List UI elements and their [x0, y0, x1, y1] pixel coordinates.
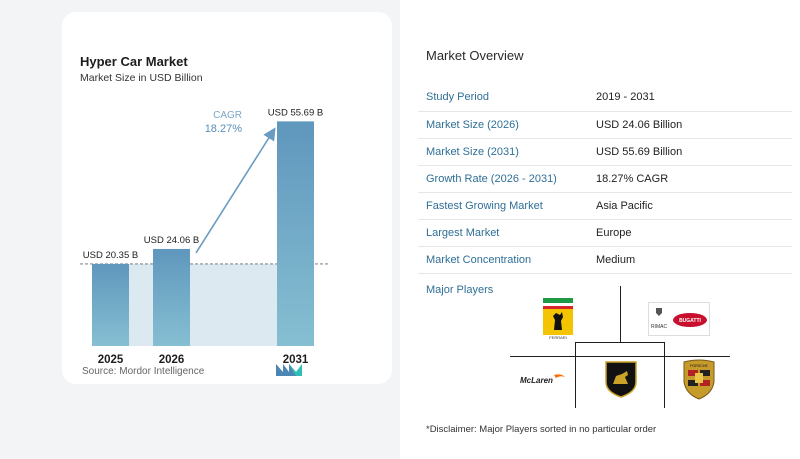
- ferrari-logo-text: FERRARI: [549, 335, 567, 340]
- chart-card: Hyper Car Market Market Size in USD Bill…: [62, 12, 392, 384]
- row-value: USD 24.06 Billion: [588, 111, 792, 139]
- chart-subtitle: Market Size in USD Billion: [80, 72, 203, 84]
- bar-data-label: USD 55.69 B: [268, 107, 323, 118]
- row-key: Fastest Growing Market: [418, 192, 588, 220]
- bar-2025: [92, 263, 129, 346]
- bar-data-label: USD 20.35 B: [83, 250, 138, 261]
- row-key: Largest Market: [418, 219, 588, 247]
- cagr-value: 18.27%: [205, 123, 243, 135]
- rimac-bugatti-logo-icon: RIMAC BUGATTI: [648, 302, 710, 336]
- table-row: Fastest Growing Market Asia Pacific: [418, 192, 792, 220]
- x-tick-label: 2031: [283, 354, 309, 366]
- overview-table: Study Period 2019 - 2031 Market Size (202…: [418, 84, 792, 274]
- row-key: Study Period: [418, 84, 588, 112]
- baseline-band: [129, 263, 277, 346]
- bar-2031: [277, 121, 314, 346]
- x-tick-label: 2026: [159, 354, 185, 366]
- mclaren-logo-text: McLaren: [520, 376, 553, 385]
- porsche-logo-icon: PORSCHE: [683, 359, 715, 400]
- disclaimer-note: *Disclaimer: Major Players sorted in no …: [426, 424, 657, 435]
- rimac-logo-text: RIMAC: [651, 324, 668, 330]
- table-row: Growth Rate (2026 - 2031) 18.27% CAGR: [418, 165, 792, 193]
- x-tick-label: 2025: [98, 354, 124, 366]
- table-row: Market Size (2026) USD 24.06 Billion: [418, 111, 792, 139]
- row-key: Growth Rate (2026 - 2031): [418, 165, 588, 193]
- table-row: Largest Market Europe: [418, 219, 792, 247]
- bar-data-label: USD 24.06 B: [144, 235, 199, 246]
- row-value: 2019 - 2031: [588, 84, 792, 112]
- mclaren-logo-icon: McLaren: [520, 374, 565, 385]
- chart-title: Hyper Car Market: [80, 54, 188, 69]
- ferrari-logo-icon: FERRARI: [543, 298, 573, 340]
- table-row: Market Concentration Medium: [418, 246, 792, 274]
- row-value: 18.27% CAGR: [588, 165, 792, 193]
- source-note: Source: Mordor Intelligence: [82, 366, 205, 377]
- cagr-label: CAGR: [213, 110, 242, 121]
- overview-card: Market Overview Study Period 2019 - 2031 …: [400, 0, 800, 459]
- cagr-arrow: [195, 127, 276, 254]
- row-key: Market Size (2026): [418, 111, 588, 139]
- mordor-logo-icon: [276, 364, 302, 376]
- row-key: Market Concentration: [418, 246, 588, 274]
- bar-2026: [153, 248, 190, 346]
- overview-title: Market Overview: [426, 48, 524, 63]
- bugatti-logo-text: BUGATTI: [679, 318, 701, 324]
- row-value: Medium: [588, 246, 792, 274]
- major-players-title: Major Players: [426, 284, 494, 296]
- row-key: Market Size (2031): [418, 138, 588, 166]
- table-row: Study Period 2019 - 2031: [418, 84, 792, 112]
- lamborghini-logo-icon: [605, 361, 637, 398]
- porsche-logo-text: PORSCHE: [690, 364, 708, 368]
- row-value: Asia Pacific: [588, 192, 792, 220]
- row-value: Europe: [588, 219, 792, 247]
- bar-chart: USD 20.35 B 2025 USD 24.06 B 2026 USD 55.69 …: [80, 107, 330, 366]
- table-row: Market Size (2031) USD 55.69 Billion: [418, 138, 792, 166]
- row-value: USD 55.69 Billion: [588, 138, 792, 166]
